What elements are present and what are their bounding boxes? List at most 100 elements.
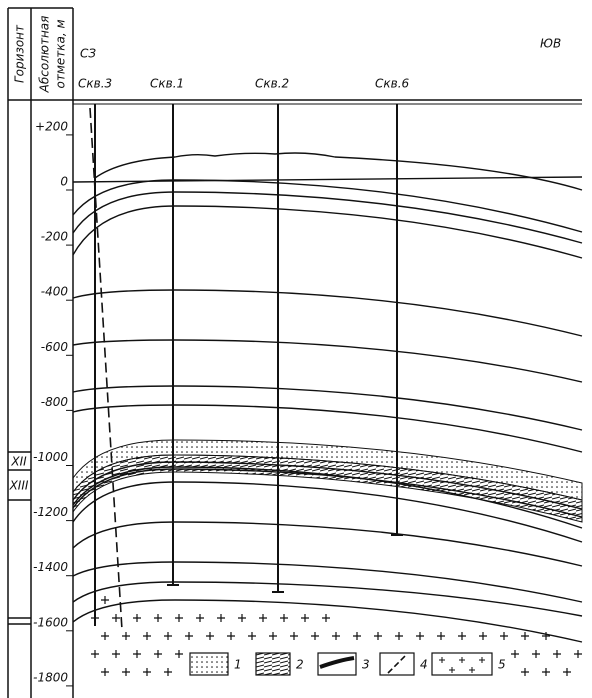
basement-cross: [458, 632, 466, 640]
basement-cross: [122, 668, 130, 676]
basement-cross: [133, 650, 141, 658]
horizon-label: XIII: [9, 479, 29, 493]
legend: 1 2 3 4 5: [189, 652, 506, 676]
coal-seam: [72, 461, 583, 510]
basement-cross: [91, 614, 99, 622]
basement-cross: [332, 632, 340, 640]
horizon-line: [72, 289, 583, 337]
basement-cross: [574, 650, 582, 658]
elevation-header: Абсолютная: [38, 16, 52, 94]
well-label: Скв.2: [255, 77, 289, 91]
basement-cross: [511, 650, 519, 658]
layers: Скв.3 Скв.1 Скв.2 Скв.6 1 2 3 4 5: [72, 77, 583, 676]
legend-label: 5: [498, 658, 506, 672]
legend-label: 4: [420, 658, 428, 672]
coal-seam: [72, 468, 583, 518]
basement-cross: [217, 614, 225, 622]
horizon-line: [72, 404, 583, 453]
basement-cross: [143, 668, 151, 676]
legend-coal: [319, 656, 355, 669]
basement-cross: [395, 632, 403, 640]
depth-label: -1000: [33, 450, 68, 464]
legend-cross: [439, 657, 445, 663]
basement-cross: [563, 668, 571, 676]
basement-cross: [542, 668, 550, 676]
basement-cross: [164, 632, 172, 640]
basement-cross: [437, 632, 445, 640]
basement-cross: [185, 632, 193, 640]
depth-label: -1600: [33, 615, 68, 629]
basement-cross: [248, 632, 256, 640]
basement-cross: [154, 614, 162, 622]
basement-cross: [374, 632, 382, 640]
horizon-line: [72, 205, 583, 259]
basement-cross: [322, 614, 330, 622]
horizon-line: [72, 385, 583, 431]
basement-cross: [500, 632, 508, 640]
basement-cross: [290, 632, 298, 640]
shale-layer: [72, 454, 583, 523]
basement-cross: [143, 632, 151, 640]
basement-cross: [479, 632, 487, 640]
basement-cross: [175, 614, 183, 622]
elevation-header: отметка, м: [54, 19, 68, 88]
depth-label: -1800: [33, 670, 68, 684]
direction-label: СЗ: [80, 47, 96, 61]
basement-cross: [101, 668, 109, 676]
depth-label: -1200: [33, 505, 68, 519]
depth-label: -800: [41, 395, 69, 409]
basement-cross: [521, 632, 529, 640]
basement-cross: [206, 632, 214, 640]
legend-label: 3: [362, 658, 370, 672]
well-label: Скв.1: [150, 77, 184, 91]
legend-swatch: [431, 652, 493, 676]
horizon-line: [72, 521, 583, 567]
depth-label: 0: [60, 175, 68, 189]
basement-cross: [542, 632, 550, 640]
horizon-line: [72, 191, 583, 244]
well-label: Скв.3: [78, 77, 112, 91]
basement-cross: [133, 614, 141, 622]
legend-cross: [479, 657, 485, 663]
horizon-line: [72, 561, 583, 603]
basement-cross: [101, 632, 109, 640]
legend-cross: [449, 667, 455, 673]
basement-cross: [227, 632, 235, 640]
legend-cross: [469, 667, 475, 673]
basement-cross: [553, 650, 561, 658]
basement-cross: [112, 614, 120, 622]
horizon-line: [72, 339, 583, 383]
depth-label: -600: [41, 340, 69, 354]
legend-cross: [459, 657, 465, 663]
basement-cross: [301, 614, 309, 622]
well-label: Скв.6: [375, 77, 410, 91]
basement-cross: [259, 614, 267, 622]
basement-cross: [311, 632, 319, 640]
depth-label: +200: [35, 119, 68, 133]
horizon-line: [72, 581, 583, 617]
frame: [7, 7, 582, 698]
basement-cross: [154, 650, 162, 658]
basement-cross: [521, 668, 529, 676]
basement-cross: [91, 650, 99, 658]
basement-cross: [112, 650, 120, 658]
fault: [89, 107, 123, 631]
legend-fault: [387, 654, 407, 674]
horizon-line: [94, 152, 583, 191]
horizon-label: XII: [10, 455, 27, 469]
basement-cross: [269, 632, 277, 640]
legend-label: 1: [234, 658, 242, 672]
horizon-line: [72, 179, 583, 233]
horizon-header: Горизонт: [13, 24, 27, 83]
basement-cross: [238, 614, 246, 622]
legend-swatch: [255, 652, 291, 676]
horizon-line: [72, 599, 583, 643]
direction-label: ЮВ: [540, 37, 561, 51]
depth-label: -200: [41, 230, 69, 244]
basement-cross: [532, 650, 540, 658]
horizon-line: [72, 481, 583, 543]
basement-cross: [280, 614, 288, 622]
basement-cross: [353, 632, 361, 640]
